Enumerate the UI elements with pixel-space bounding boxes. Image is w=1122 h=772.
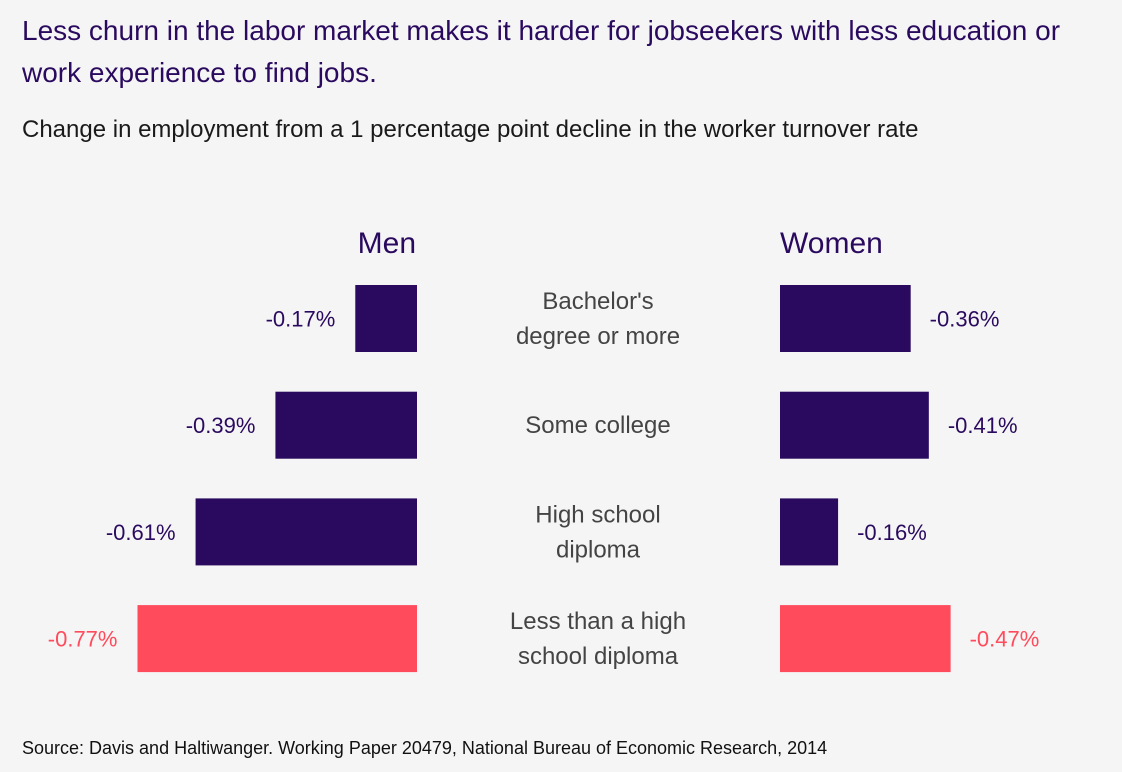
- men-value-label: -0.17%: [266, 307, 336, 332]
- women-value-label: -0.36%: [930, 307, 1000, 332]
- category-label: Bachelor's: [542, 288, 653, 315]
- chart-title: Less churn in the labor market makes it …: [22, 15, 1061, 88]
- men-bar: [275, 391, 417, 459]
- men-value-label: -0.77%: [48, 627, 118, 652]
- category-label: Less than a high: [510, 608, 686, 635]
- category-label: Some college: [525, 412, 670, 439]
- women-column-header: Women: [780, 227, 883, 260]
- men-value-label: -0.39%: [186, 413, 256, 438]
- women-bar: [780, 285, 911, 352]
- category-label: High school: [535, 501, 660, 528]
- women-bar: [780, 605, 951, 673]
- women-bar: [780, 391, 929, 459]
- men-bar: [195, 498, 417, 566]
- men-bar: [355, 285, 417, 352]
- women-value-label: -0.16%: [857, 520, 927, 545]
- women-value-label: -0.41%: [948, 413, 1018, 438]
- category-label: school diploma: [518, 643, 679, 670]
- chart-subtitle: Change in employment from a 1 percentage…: [22, 116, 919, 143]
- women-bar: [780, 498, 839, 566]
- men-value-label: -0.61%: [106, 520, 176, 545]
- women-value-label: -0.47%: [970, 627, 1040, 652]
- category-label: diploma: [556, 536, 641, 563]
- men-column-header: Men: [357, 227, 416, 260]
- men-bar: [137, 605, 418, 673]
- source-note: Source: Davis and Haltiwanger. Working P…: [22, 738, 828, 758]
- category-label: degree or more: [516, 323, 680, 350]
